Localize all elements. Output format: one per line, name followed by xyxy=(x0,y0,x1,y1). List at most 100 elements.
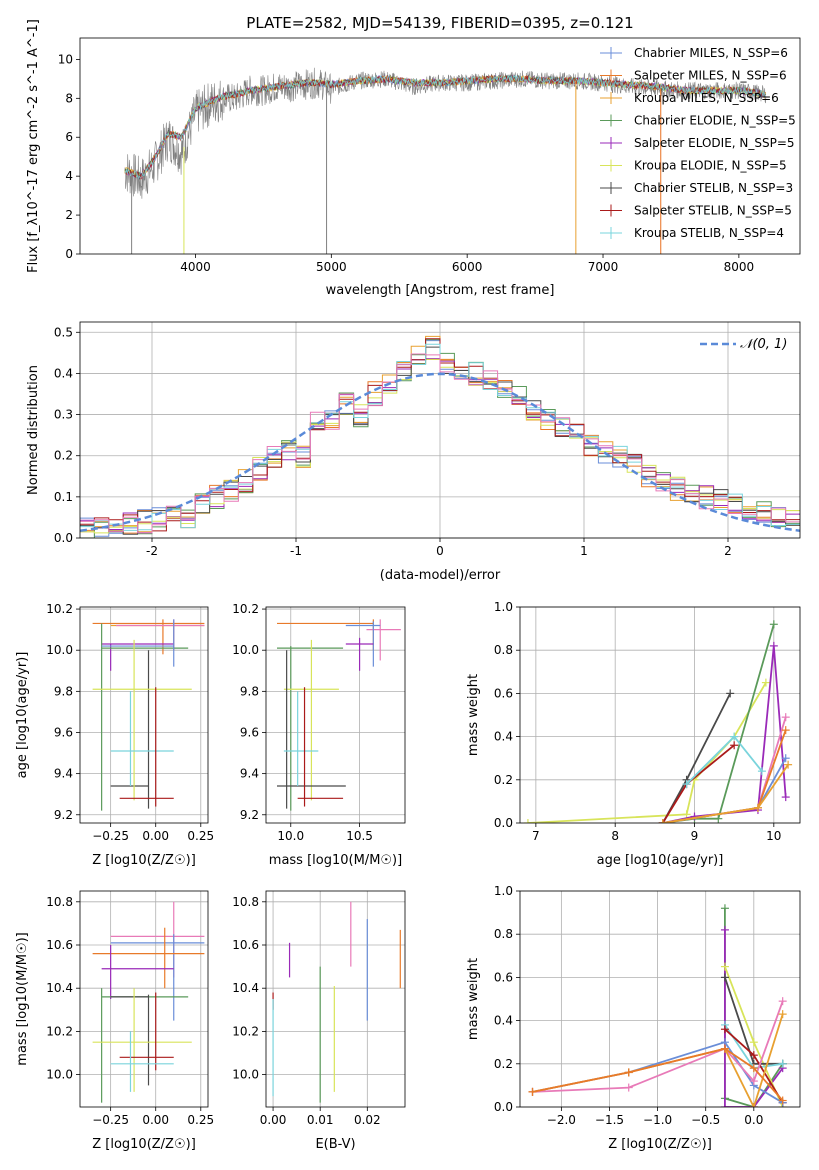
legend-label: Salpeter MILES, N_SSP=6 xyxy=(634,69,787,83)
spectrum-legend: Chabrier MILES, N_SSP=6 Salpeter MILES, N… xyxy=(600,46,796,240)
x-tick-label: 10.0 xyxy=(277,829,304,843)
spectrum-title: PLATE=2582, MJD=54139, FIBERID=0395, z=0… xyxy=(246,14,633,32)
y-tick-label: 0.2 xyxy=(54,449,73,463)
residual-panel: -2 -1 0 1 2 0.0 0.1 0.2 0.3 0.4 0.5 𝒩(0, 1) (data-mo… xyxy=(26,321,801,583)
errorbars xyxy=(92,619,205,811)
y-tick-label: 0.6 xyxy=(494,970,513,984)
legend-label: Kroupa MILES, N_SSP=6 xyxy=(634,91,779,105)
x-tick-label: 0.25 xyxy=(187,829,214,843)
y-tick-label: 0.8 xyxy=(494,643,513,657)
y-tick-label: 0.4 xyxy=(494,730,513,744)
x-tick-label: 0 xyxy=(436,544,444,558)
y-tick-label: 1.0 xyxy=(494,884,513,898)
x-tick-label: 2 xyxy=(724,544,732,558)
y-tick-label: 0.5 xyxy=(54,325,73,339)
y-tick-label: 0.8 xyxy=(494,927,513,941)
y-tick-label: 10.8 xyxy=(46,895,73,909)
legend-label: Chabrier ELODIE, N_SSP=5 xyxy=(634,114,796,128)
y-tick-label: 9.4 xyxy=(54,767,73,781)
x-tick-label: 0.0 xyxy=(744,1113,763,1127)
y-tick-label: 10.0 xyxy=(46,1068,73,1082)
x-axis-label: age [log10(age/yr)] xyxy=(597,853,724,868)
y-axis-label: Normed distribution xyxy=(26,365,41,495)
axes-frame xyxy=(79,321,801,539)
x-tick-label: −0.5 xyxy=(691,1113,720,1127)
x-axis-label: wavelength [Angstrom, rest frame] xyxy=(326,283,555,298)
legend-label: Kroupa ELODIE, N_SSP=5 xyxy=(634,159,787,173)
axes-frame xyxy=(519,890,801,1108)
y-tick-label: 0.1 xyxy=(54,490,73,504)
model-spectrum xyxy=(124,74,766,180)
y-axis-label: age [log10(age/yr)] xyxy=(15,652,30,779)
x-tick-label: 10 xyxy=(766,829,781,843)
residual-histogram xyxy=(80,338,800,532)
x-axis-label: E(B-V) xyxy=(315,1137,355,1152)
errorbars xyxy=(277,619,401,811)
y-tick-label: 2 xyxy=(65,208,73,222)
y-tick-label: 0.0 xyxy=(494,1100,513,1114)
y-tick-label: 10.0 xyxy=(232,1068,259,1082)
y-tick-label: 10.6 xyxy=(232,938,259,952)
legend-label: Salpeter STELIB, N_SSP=5 xyxy=(634,204,792,218)
spectrum-lines xyxy=(124,67,767,254)
y-axis-label: mass [log10(M/M☉)] xyxy=(15,932,30,1065)
legend-label: Chabrier STELIB, N_SSP=3 xyxy=(634,181,793,195)
x-axis-label: Z [log10(Z/Z☉)] xyxy=(92,853,196,868)
x-tick-label: 4000 xyxy=(180,260,211,274)
x-tick-label: 7 xyxy=(532,829,540,843)
y-axis-label: Flux [f_λ10^-17 erg cm^-2 s^-1 A^-1] xyxy=(26,19,41,273)
x-tick-label: -2 xyxy=(146,544,158,558)
y-tick-label: 10.8 xyxy=(232,895,259,909)
y-tick-label: 10.0 xyxy=(232,643,259,657)
y-tick-label: 0.4 xyxy=(54,366,73,380)
x-tick-label: 0.02 xyxy=(354,1113,381,1127)
x-tick-label: −0.25 xyxy=(92,1113,129,1127)
x-tick-label: −1.0 xyxy=(643,1113,672,1127)
mass-weight-lines xyxy=(523,620,793,823)
x-tick-label: −1.5 xyxy=(595,1113,624,1127)
x-tick-label: 8 xyxy=(611,829,619,843)
y-tick-label: 10.4 xyxy=(46,981,73,995)
x-tick-label: 0.25 xyxy=(187,1113,214,1127)
y-tick-label: 8 xyxy=(65,91,73,105)
mass-weight-panel: 7 8 9 10 0.0 0.2 0.4 0.6 0.8 1.0 age [log10(age/yr… xyxy=(466,600,801,868)
y-tick-label: 9.2 xyxy=(240,808,259,822)
y-tick-label: 10 xyxy=(58,52,73,66)
x-tick-label: 7000 xyxy=(588,260,619,274)
y-tick-label: 10.0 xyxy=(46,643,73,657)
mass-weight-panel: −2.0 −1.5 −1.0 −0.5 0.0 0.0 0.2 0.4 0.6 0.8 1.0 Z [… xyxy=(466,884,801,1152)
x-tick-label: 8000 xyxy=(724,260,755,274)
mass-weight-line xyxy=(724,929,784,1107)
y-tick-label: 9.6 xyxy=(54,725,73,739)
x-tick-label: −0.25 xyxy=(92,829,129,843)
histograms xyxy=(80,335,800,538)
y-tick-label: 0 xyxy=(65,247,73,261)
x-tick-label: 0.00 xyxy=(142,829,169,843)
y-tick-label: 10.2 xyxy=(232,1024,259,1038)
y-tick-label: 4 xyxy=(65,169,73,183)
axes-frame xyxy=(265,890,406,1108)
x-tick-label: −2.0 xyxy=(547,1113,576,1127)
y-tick-label: 0.3 xyxy=(54,408,73,422)
y-tick-label: 10.2 xyxy=(232,602,259,616)
errorbars xyxy=(272,901,401,1103)
axes-frame xyxy=(79,37,801,255)
x-tick-label: 10.5 xyxy=(346,829,373,843)
legend-label: Chabrier MILES, N_SSP=6 xyxy=(634,46,788,60)
y-tick-label: 9.6 xyxy=(240,725,259,739)
legend-label: Kroupa STELIB, N_SSP=4 xyxy=(634,226,784,240)
x-tick-label: 5000 xyxy=(316,260,347,274)
errorbar-panel: −0.25 0.00 0.25 9.2 9.4 9.6 9.8 10.0 10.2 Z [log1… xyxy=(15,602,214,868)
y-tick-label: 9.2 xyxy=(54,808,73,822)
errorbar-panel: 10.0 10.5 9.2 9.4 9.6 9.8 10.0 10.2 mass [log10(… xyxy=(232,602,406,868)
legend-label: Salpeter ELODIE, N_SSP=5 xyxy=(634,136,795,150)
y-tick-label: 0.6 xyxy=(494,686,513,700)
axes-frame xyxy=(79,890,209,1108)
x-axis-label: Z [log10(Z/Z☉)] xyxy=(92,1137,196,1152)
y-tick-label: 10.2 xyxy=(46,1024,73,1038)
y-axis-label: mass weight xyxy=(466,674,481,756)
y-tick-label: 10.2 xyxy=(46,602,73,616)
x-axis-label: (data-model)/error xyxy=(380,568,501,583)
